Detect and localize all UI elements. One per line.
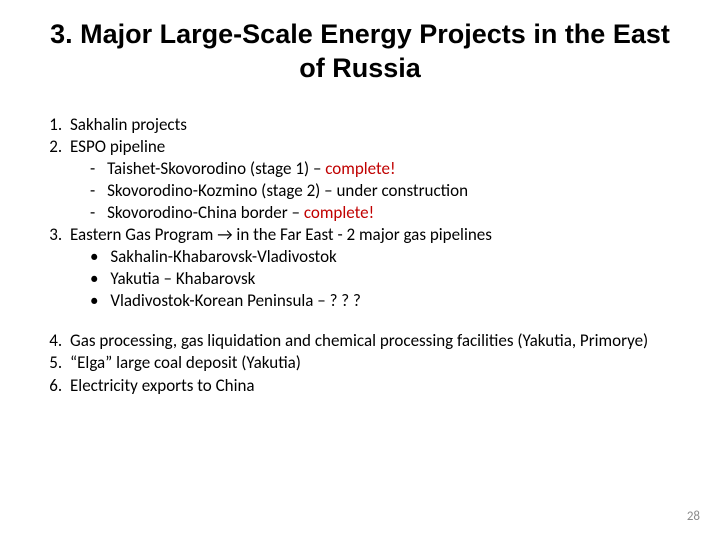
item-text: “Elga” large coal deposit (Yakutia) <box>70 352 301 373</box>
sub-text: Sakhalin-Khabarovsk-Vladivostok <box>110 246 336 267</box>
sublist-bullet: Sakhalin-Khabarovsk-Vladivostok Yakutia … <box>70 246 682 312</box>
sub-text: Taishet-Skovorodino (stage 1) – <box>107 158 325 179</box>
list-item: Eastern Gas Program → in the Far East - … <box>66 224 682 312</box>
list-block-2: Gas processing, gas liquidation and chem… <box>38 330 682 396</box>
item-text: ESPO pipeline <box>70 136 165 157</box>
slide-body: Sakhalin projects ESPO pipeline Taishet-… <box>38 114 682 397</box>
list-block-1: Sakhalin projects ESPO pipeline Taishet-… <box>38 114 682 313</box>
slide-title: 3. Major Large-Scale Energy Projects in … <box>38 18 682 86</box>
highlight-text: complete! <box>325 158 395 179</box>
sublist-dash: Taishet-Skovorodino (stage 1) – complete… <box>70 158 682 224</box>
sublist-item: Vladivostok-Korean Peninsula – ? ? ? <box>90 290 682 312</box>
sub-text: Skovorodino-Kozmino (stage 2) – under co… <box>107 180 468 201</box>
sublist-item: Sakhalin-Khabarovsk-Vladivostok <box>90 246 682 268</box>
sub-text: Yakutia – Khabarovsk <box>110 268 255 289</box>
item-text: Eastern Gas Program → in the Far East - … <box>70 224 492 245</box>
item-text: Sakhalin projects <box>70 114 187 135</box>
sub-text: Skovorodino-China border – <box>107 202 304 223</box>
item-text: Electricity exports to China <box>70 375 255 396</box>
list-item: Sakhalin projects <box>66 114 682 136</box>
spacer <box>38 312 682 330</box>
list-item: “Elga” large coal deposit (Yakutia) <box>66 352 682 374</box>
list-item: Electricity exports to China <box>66 375 682 397</box>
item-text: Gas processing, gas liquidation and chem… <box>70 330 648 351</box>
sublist-item: Skovorodino-Kozmino (stage 2) – under co… <box>90 180 682 202</box>
list-item: Gas processing, gas liquidation and chem… <box>66 330 682 352</box>
slide: 3. Major Large-Scale Energy Projects in … <box>0 0 720 540</box>
sublist-item: Yakutia – Khabarovsk <box>90 268 682 290</box>
list-item: ESPO pipeline Taishet-Skovorodino (stage… <box>66 136 682 224</box>
highlight-text: complete! <box>304 202 374 223</box>
page-number: 28 <box>687 509 700 524</box>
sub-text: Vladivostok-Korean Peninsula – ? ? ? <box>110 290 361 311</box>
sublist-item: Skovorodino-China border – complete! <box>90 202 682 224</box>
sublist-item: Taishet-Skovorodino (stage 1) – complete… <box>90 158 682 180</box>
